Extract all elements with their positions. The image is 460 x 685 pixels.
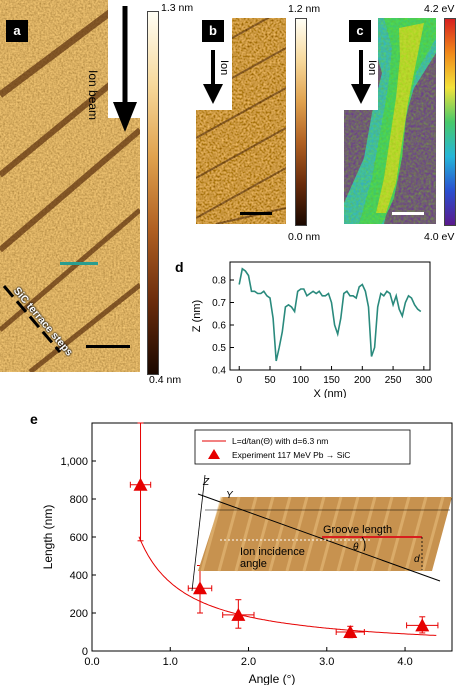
ion-arrow-c (349, 50, 373, 111)
inset-texture (200, 496, 224, 572)
ion-beam-arrow (110, 4, 140, 139)
x-tick-label-d: 200 (354, 375, 371, 386)
data-triangle (133, 477, 148, 491)
inset-ion-label: angle (240, 558, 267, 570)
colorbar-c-min: 4.0 eV (424, 231, 455, 243)
y-tick-label-d: 0.7 (212, 298, 226, 309)
inset-texture (285, 496, 309, 572)
x-axis-label-e: Angle (°) (249, 672, 296, 685)
panel-c-label: c (349, 20, 371, 42)
inset-d: d (414, 554, 420, 565)
legend-data-label: Experiment 117 MeV Pb → SiC (232, 450, 350, 460)
inset-theta: θ (353, 542, 359, 553)
ion-label-c: Ion (366, 60, 378, 76)
colorbar-b-min: 0.0 nm (288, 231, 321, 243)
data-point (187, 565, 213, 614)
legend-box (194, 429, 411, 465)
y-axis-label-d: Z (nm) (191, 300, 203, 332)
x-tick-label-d: 300 (416, 375, 433, 386)
inset-texture (353, 496, 377, 572)
terrace-steps-annotation (0, 280, 80, 375)
y-tick-label-e: 800 (70, 494, 88, 506)
x-tick-label-e: 4.0 (397, 656, 412, 668)
inset-texture (421, 496, 445, 572)
inset-axis-z: Z (202, 477, 210, 488)
data-point (129, 422, 152, 542)
inset-texture (387, 496, 411, 572)
y-tick-label-e: 600 (70, 532, 88, 544)
ion-arrow-b (201, 50, 225, 111)
scale-bar-a (86, 345, 130, 348)
y-tick-label-e: 400 (70, 570, 88, 582)
x-axis-label-d: X (nm) (314, 388, 347, 398)
data-triangle (343, 625, 358, 638)
legend-curve-label: L=d/tan(Θ) with d=6.3 nm (232, 436, 328, 446)
inset-z-axis (191, 474, 206, 592)
groove-length-chart: 0.0 1.0 2.0 3.0 4.0 0 200 400 600 800 1,000 Angle (… (41, 422, 453, 685)
x-tick-label-e: 1.0 (163, 656, 178, 668)
inset-ion-path (197, 493, 441, 582)
inset-texture (319, 496, 343, 572)
inset-texture (302, 496, 326, 572)
y-tick-label-d: 0.6 (212, 321, 226, 332)
panel-d-label: d (175, 259, 184, 275)
legend: L=d/tan(Θ) with d=6.3 nm Experiment 117 M… (194, 429, 411, 465)
panel-a-label: a (6, 20, 28, 42)
inset-ion-label: Ion incidence (240, 546, 305, 558)
data-point (406, 616, 439, 634)
data-point (335, 625, 365, 639)
inset-texture (234, 496, 258, 572)
x-tick-label-d: 250 (385, 375, 402, 386)
profile-chart: 0 50 100 150 200 250 300 0.4 0.5 0.6 0.7 0.8 X (nm) Z… (191, 261, 433, 398)
data-triangle (231, 607, 246, 621)
legend-triangle-swatch (208, 449, 220, 459)
x-tick-label-d: 50 (264, 375, 276, 386)
inset-texture (268, 496, 292, 572)
teal-profile-line (60, 262, 98, 265)
data-point (222, 599, 255, 629)
ion-beam-label: Ion beam (86, 70, 100, 121)
y-tick-label-d: 0.4 (212, 366, 226, 377)
scale-bar-b (240, 212, 272, 215)
x-tick-label-e: 2.0 (241, 656, 256, 668)
inset-texture (336, 496, 360, 572)
y-tick-label-e: 0 (82, 646, 88, 658)
x-tick-label-d: 0 (236, 375, 242, 386)
colorbar-b (295, 18, 307, 226)
colorbar-a (147, 11, 159, 375)
inset-texture (370, 496, 394, 572)
x-tick-label-d: 100 (292, 375, 309, 386)
ion-label-b: Ion (218, 60, 230, 76)
theory-curve (138, 536, 437, 636)
colorbar-b-max: 1.2 nm (288, 3, 321, 15)
x-tick-label-e: 0.0 (84, 656, 99, 668)
inset-axis-y: Y (226, 490, 234, 501)
colorbar-a-min: 0.4 nm (149, 374, 182, 386)
scale-bar-c (392, 212, 424, 215)
inset-angle-arc (361, 536, 366, 552)
y-tick-label-e: 200 (70, 608, 88, 620)
y-tick-label-d: 0.5 (212, 343, 226, 354)
colorbar-c (444, 18, 456, 226)
inset-texture (217, 496, 241, 572)
inset-texture (404, 496, 428, 572)
inset-texture (251, 496, 275, 572)
profile-line (238, 267, 422, 362)
y-axis-label-e: Length (nm) (41, 505, 55, 570)
y-tick-label-e: 1,000 (60, 456, 88, 468)
colorbar-c-max: 4.2 eV (424, 3, 455, 15)
data-triangle (415, 618, 430, 632)
x-tick-label-d: 150 (323, 375, 340, 386)
data-triangle (193, 581, 207, 595)
colorbar-a-max: 1.3 nm (161, 2, 194, 14)
y-tick-label-d: 0.8 (212, 276, 226, 287)
x-tick-label-e: 3.0 (319, 656, 334, 668)
panel-b-label: b (202, 20, 224, 42)
inset-groove-label: Groove length (323, 524, 392, 536)
plot-frame-d (229, 261, 431, 371)
panel-e-label: e (30, 411, 38, 427)
